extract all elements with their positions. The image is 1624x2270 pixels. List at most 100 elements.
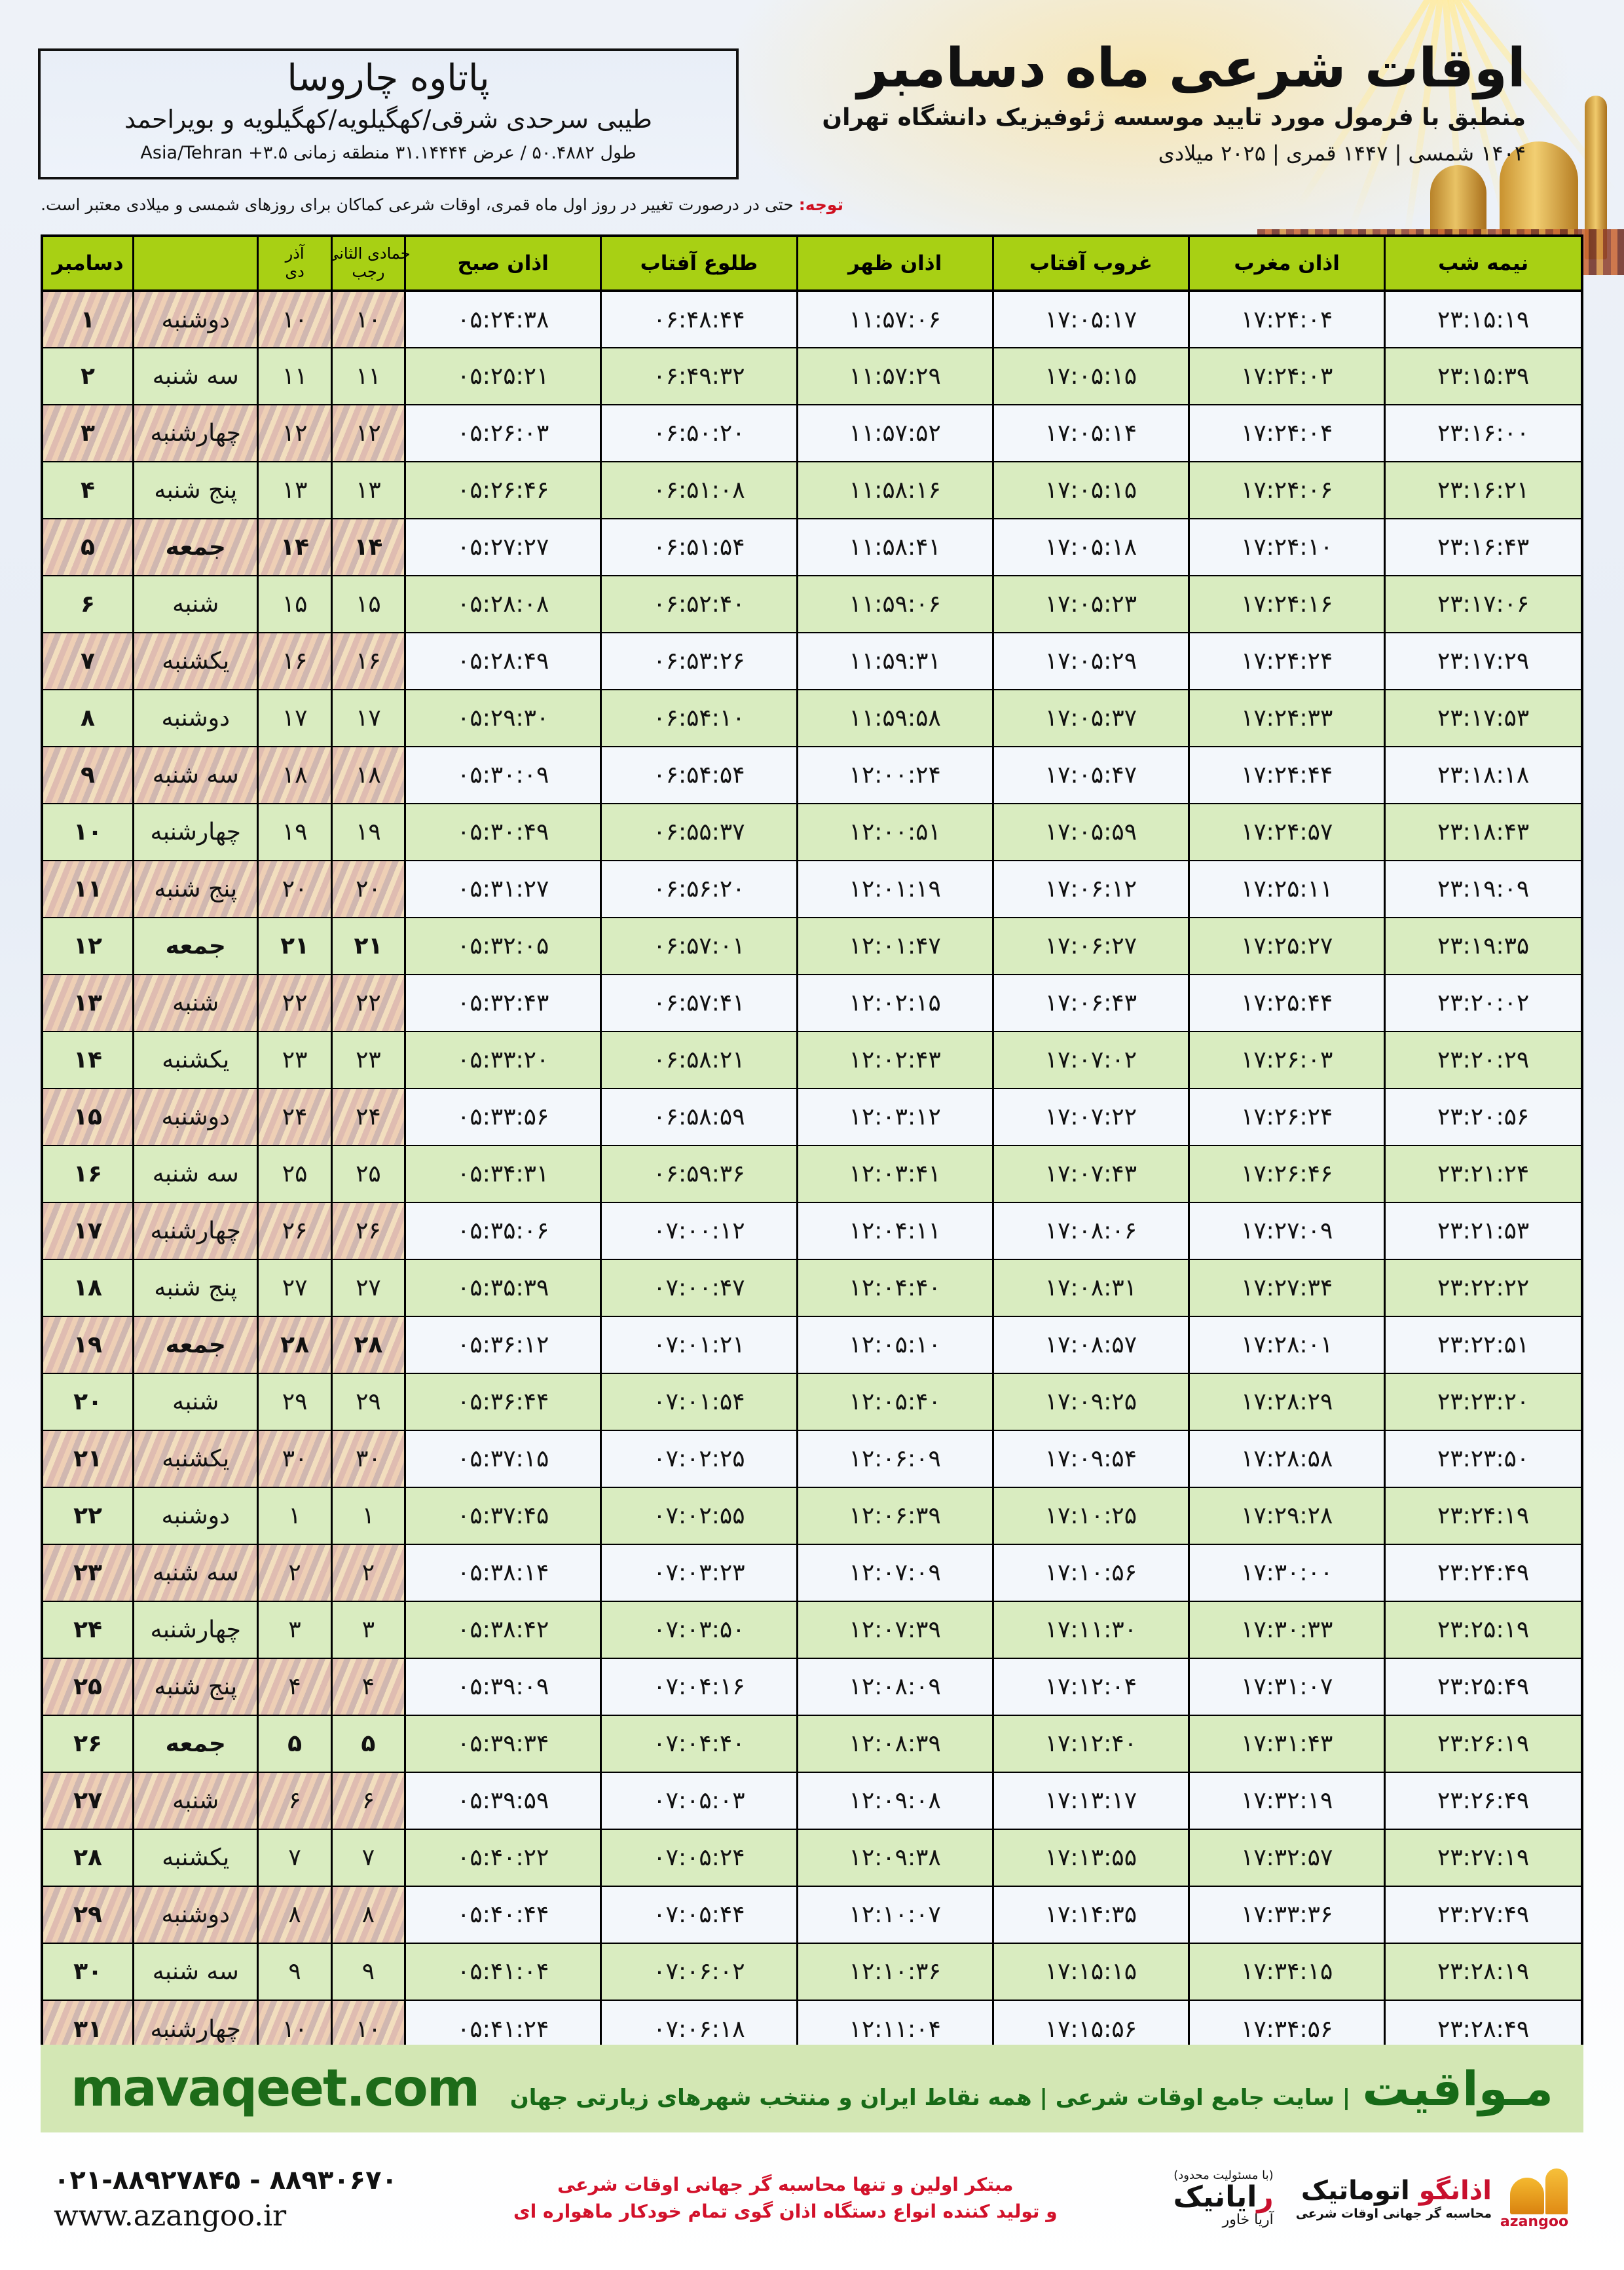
cell-sunrise: ۰۶:۵۸:۵۹	[600, 1088, 798, 1145]
cell-dhuhr-azan: ۱۲:۰۰:۵۱	[796, 803, 993, 861]
cell-sunrise: ۰۷:۰۱:۵۴	[600, 1373, 798, 1430]
cell-sunset: ۱۷:۰۵:۱۵	[991, 461, 1189, 519]
table-row: ۲۳:۲۳:۲۰ ۱۷:۲۸:۲۹ ۱۷:۰۹:۲۵ ۱۲:۰۵:۴۰ ۰۷:۰۱:۵۴…	[43, 1373, 1581, 1430]
cell-sunset: ۱۷:۱۳:۵۵	[991, 1829, 1189, 1886]
cell-maghrib-azan: ۱۷:۳۱:۰۷	[1188, 1658, 1385, 1715]
cell-maghrib-azan: ۱۷:۲۶:۲۴	[1188, 1088, 1385, 1145]
cell-midnight: ۲۳:۱۹:۰۹	[1384, 860, 1581, 918]
cell-maghrib-azan: ۱۷:۲۴:۰۶	[1188, 461, 1385, 519]
cell-hijri-day: ۳	[330, 1601, 405, 1658]
cell-shamsi-day: ۲۲	[257, 974, 332, 1032]
cell-maghrib-azan: ۱۷:۲۹:۲۸	[1188, 1487, 1385, 1544]
cell-shamsi-day: ۸	[257, 1886, 332, 1943]
cell-shamsi-day: ۱۶	[257, 632, 332, 690]
cell-weekday: یکشنبه	[132, 1829, 258, 1886]
azangoo-logo: azangoo اذانگو اتوماتیک محاسبه گر جهانی …	[1296, 2167, 1570, 2230]
promo-tagline: | سایت جامع اوقات شرعی | همه نقاط ایران …	[509, 2085, 1351, 2111]
cell-gregorian-day: ۲	[43, 347, 134, 405]
cell-sunrise: ۰۷:۰۰:۴۷	[600, 1259, 798, 1316]
footer-promo-line-2: و تولید کننده انواع دستگاه اذان گوی تمام…	[513, 2201, 1058, 2222]
cell-fajr-azan: ۰۵:۳۷:۱۵	[404, 1430, 601, 1487]
cell-sunrise: ۰۷:۰۲:۲۵	[600, 1430, 798, 1487]
cell-weekday: دوشنبه	[132, 1886, 258, 1943]
cell-fajr-azan: ۰۵:۳۹:۰۹	[404, 1658, 601, 1715]
cell-gregorian-day: ۶	[43, 575, 134, 633]
cell-hijri-day: ۲۰	[330, 860, 405, 918]
cell-sunrise: ۰۷:۰۲:۵۵	[600, 1487, 798, 1544]
cell-dhuhr-azan: ۱۲:۰۵:۱۰	[796, 1316, 993, 1373]
cell-midnight: ۲۳:۲۵:۴۹	[1384, 1658, 1581, 1715]
cell-shamsi-day: ۱۷	[257, 689, 332, 747]
cell-midnight: ۲۳:۲۳:۲۰	[1384, 1373, 1581, 1430]
cell-maghrib-azan: ۱۷:۲۴:۰۴	[1188, 404, 1385, 462]
cell-sunset: ۱۷:۰۵:۴۷	[991, 746, 1189, 804]
table-row: ۲۳:۱۵:۳۹ ۱۷:۲۴:۰۳ ۱۷:۰۵:۱۵ ۱۱:۵۷:۲۹ ۰۶:۴۹:۳۲…	[43, 347, 1581, 405]
cell-shamsi-day: ۵	[257, 1715, 332, 1772]
table-row: ۲۳:۱۶:۴۳ ۱۷:۲۴:۱۰ ۱۷:۰۵:۱۸ ۱۱:۵۸:۴۱ ۰۶:۵۱:۵۴…	[43, 518, 1581, 576]
cell-weekday: دوشنبه	[132, 689, 258, 747]
cell-sunset: ۱۷:۰۶:۱۲	[991, 860, 1189, 918]
cell-midnight: ۲۳:۱۶:۰۰	[1384, 404, 1581, 462]
cell-midnight: ۲۳:۲۰:۲۹	[1384, 1031, 1581, 1088]
cell-maghrib-azan: ۱۷:۳۴:۱۵	[1188, 1943, 1385, 2000]
cell-dhuhr-azan: ۱۲:۰۴:۱۱	[796, 1202, 993, 1259]
minaret-icon	[1585, 96, 1607, 259]
cell-sunset: ۱۷:۱۲:۰۴	[991, 1658, 1189, 1715]
cell-sunrise: ۰۷:۰۵:۴۴	[600, 1886, 798, 1943]
rayaneek-liability-note: (با مسئولیت محدود)	[1173, 2168, 1274, 2182]
cell-gregorian-day: ۲۰	[43, 1373, 134, 1430]
cell-weekday: سه شنبه	[132, 746, 258, 804]
cell-gregorian-day: ۲۵	[43, 1658, 134, 1715]
cell-gregorian-day: ۵	[43, 518, 134, 576]
table-row: ۲۳:۲۲:۵۱ ۱۷:۲۸:۰۱ ۱۷:۰۸:۵۷ ۱۲:۰۵:۱۰ ۰۷:۰۱:۲۱…	[43, 1316, 1581, 1373]
table-row: ۲۳:۱۵:۱۹ ۱۷:۲۴:۰۴ ۱۷:۰۵:۱۷ ۱۱:۵۷:۰۶ ۰۶:۴۸:۴۴…	[43, 290, 1581, 348]
cell-shamsi-day: ۲۰	[257, 860, 332, 918]
cell-hijri-day: ۲۴	[330, 1088, 405, 1145]
azangoo-subtitle: محاسبه گر جهانی اوقات شرعی	[1295, 2206, 1492, 2221]
cell-midnight: ۲۳:۲۶:۴۹	[1384, 1772, 1581, 1829]
cell-sunrise: ۰۷:۰۳:۵۰	[600, 1601, 798, 1658]
cell-sunset: ۱۷:۰۵:۳۷	[991, 689, 1189, 747]
cell-sunrise: ۰۶:۵۶:۲۰	[600, 860, 798, 918]
cell-gregorian-day: ۲۹	[43, 1886, 134, 1943]
cell-dhuhr-azan: ۱۲:۰۱:۴۷	[796, 917, 993, 975]
cell-dhuhr-azan: ۱۲:۰۸:۰۹	[796, 1658, 993, 1715]
cell-hijri-day: ۱۱	[330, 347, 405, 405]
cell-dhuhr-azan: ۱۱:۵۹:۳۱	[796, 632, 993, 690]
cell-hijri-day: ۲۷	[330, 1259, 405, 1316]
cell-fajr-azan: ۰۵:۲۷:۲۷	[404, 518, 601, 576]
cell-gregorian-day: ۱۴	[43, 1031, 134, 1088]
rayaneek-title: رایانیک	[1173, 2182, 1274, 2212]
cell-dhuhr-azan: ۱۲:۰۶:۰۹	[796, 1430, 993, 1487]
cell-weekday: چهارشنبه	[132, 1601, 258, 1658]
cell-weekday: شنبه	[132, 1772, 258, 1829]
cell-maghrib-azan: ۱۷:۲۴:۰۳	[1188, 347, 1385, 405]
cell-dhuhr-azan: ۱۱:۵۹:۵۸	[796, 689, 993, 747]
promo-website-link[interactable]: mavaqeet.com	[71, 2059, 480, 2118]
cell-shamsi-day: ۱۵	[257, 575, 332, 633]
table-row: ۲۳:۱۹:۳۵ ۱۷:۲۵:۲۷ ۱۷:۰۶:۲۷ ۱۲:۰۱:۴۷ ۰۶:۵۷:۰۱…	[43, 917, 1581, 975]
footer-phone-numbers: ۰۲۱-۸۸۹۲۷۸۴۵ - ۸۸۹۳۰۶۷۰	[54, 2165, 397, 2195]
cell-sunrise: ۰۶:۵۹:۳۶	[600, 1145, 798, 1202]
page-title-block: اوقات شرعی ماه دسامبر منطبق با فرمول مور…	[773, 39, 1526, 166]
cell-dhuhr-azan: ۱۲:۱۰:۰۷	[796, 1886, 993, 1943]
cell-hijri-day: ۱۷	[330, 689, 405, 747]
cell-sunset: ۱۷:۰۵:۲۳	[991, 575, 1189, 633]
cell-midnight: ۲۳:۱۸:۴۳	[1384, 803, 1581, 861]
cell-gregorian-day: ۳	[43, 404, 134, 462]
table-row: ۲۳:۱۷:۰۶ ۱۷:۲۴:۱۶ ۱۷:۰۵:۲۳ ۱۱:۵۹:۰۶ ۰۶:۵۲:۴۰…	[43, 575, 1581, 633]
table-row: ۲۳:۱۸:۱۸ ۱۷:۲۴:۴۴ ۱۷:۰۵:۴۷ ۱۲:۰۰:۲۴ ۰۶:۵۴:۵۴…	[43, 746, 1581, 804]
cell-sunset: ۱۷:۰۸:۰۶	[991, 1202, 1189, 1259]
cell-gregorian-day: ۱۶	[43, 1145, 134, 1202]
footer-logos: azangoo اذانگو اتوماتیک محاسبه گر جهانی …	[1173, 2167, 1570, 2230]
cell-shamsi-day: ۲۹	[257, 1373, 332, 1430]
azangoo-title-rest: اتوماتیک	[1301, 2176, 1419, 2206]
cell-sunrise: ۰۶:۵۱:۰۸	[600, 461, 798, 519]
cell-hijri-day: ۵	[330, 1715, 405, 1772]
cell-hijri-day: ۲۹	[330, 1373, 405, 1430]
cell-midnight: ۲۳:۲۶:۱۹	[1384, 1715, 1581, 1772]
cell-shamsi-day: ۲۴	[257, 1088, 332, 1145]
column-header-fajr-azan: اذان صبح	[404, 237, 601, 292]
cell-sunset: ۱۷:۰۵:۵۹	[991, 803, 1189, 861]
footer-website-link[interactable]: www.azangoo.ir	[54, 2199, 287, 2233]
